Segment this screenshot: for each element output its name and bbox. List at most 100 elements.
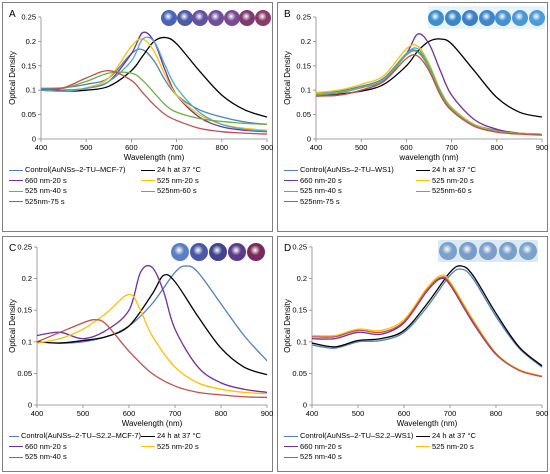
legend-label: 525 nm-40 s	[300, 186, 342, 195]
x-tick-label: 800	[490, 409, 503, 418]
y-tick-label: 0.15	[292, 306, 307, 315]
legend-item: 24 h at 37 °C	[141, 165, 251, 176]
well	[511, 9, 528, 26]
well-plate-photo	[428, 6, 545, 29]
legend-label: 24 h at 37 °C	[157, 431, 201, 440]
series-line-7	[315, 54, 543, 136]
legend-swatch	[141, 180, 155, 182]
legend-swatch	[284, 180, 298, 182]
legend-label: 24 h at 37 °C	[432, 165, 476, 174]
legend-swatch	[9, 190, 23, 192]
x-tick-label: 800	[216, 143, 229, 152]
x-tick-label: 900	[536, 409, 549, 418]
legend-swatch	[9, 435, 19, 437]
panel-label: C	[9, 243, 16, 254]
well	[528, 9, 545, 26]
y-tick-label: 0	[303, 401, 307, 410]
legend: Control(AuNSs–2-TU–WS1) 24 h at 37 °C 660 …	[284, 165, 526, 207]
chart-svg: D 0 0.05 0.1 0.15 0.2 0.25 400 500 600 700 800 900 Wa…	[283, 243, 549, 429]
well	[227, 243, 246, 261]
legend-label: 525 nm-20 s	[432, 175, 474, 185]
series-line-1	[36, 265, 268, 362]
legend-swatch	[284, 446, 298, 448]
x-tick-label: 400	[31, 409, 44, 418]
well-plate-photo	[171, 240, 265, 264]
well	[246, 243, 265, 261]
y-tick-label: 0.15	[296, 61, 311, 70]
legend-swatch	[141, 446, 155, 448]
legend: Control(AuNSs–2-TU–MCF-7) 24 h at 37 °C 66…	[9, 165, 251, 207]
well	[160, 9, 177, 26]
x-tick-label: 600	[125, 143, 138, 152]
well	[208, 9, 224, 26]
legend-item: 525nm-60 s	[141, 186, 251, 197]
legend-label: 525 nm-40 s	[25, 452, 67, 461]
y-axis-label: Optical Density	[283, 299, 292, 353]
legend-item: Control(AuNSs–2-TU–MCF-7)	[9, 165, 141, 176]
y-tick-label: 0.2	[301, 37, 311, 46]
panel-label: B	[284, 9, 291, 20]
series-line-4	[40, 38, 268, 131]
legend-label: 24 h at 37 °C	[432, 431, 476, 440]
series-line-3	[311, 277, 543, 378]
series-line-7	[40, 70, 268, 135]
series-line-6	[40, 71, 268, 126]
legend-label: Control(AuNSs–2-TU–S2.2–WS1)	[300, 431, 414, 440]
legend-label: 660 nm-20 s	[300, 441, 342, 451]
series-line-3	[36, 264, 268, 394]
legend-label: 525nm-60 s	[432, 186, 472, 195]
legend-label: 660 nm-20 s	[25, 441, 67, 451]
x-tick-label: 400	[306, 409, 319, 418]
x-tick-label: 600	[400, 143, 413, 152]
well	[190, 243, 209, 261]
x-tick-label: 800	[491, 143, 504, 152]
legend-label: 660 nm-20 s	[25, 175, 67, 185]
y-tick-label: 0.1	[26, 86, 36, 95]
x-tick-label: 600	[123, 409, 136, 418]
y-tick-label: 0.2	[297, 274, 307, 283]
series-line-5	[36, 319, 268, 399]
legend-item: 525 nm-40 s	[284, 186, 416, 197]
x-tick-label: 900	[536, 143, 549, 152]
legend-label: 525 nm-20 s	[157, 175, 199, 185]
legend-label: Control(AuNSs–2-TU–WS1)	[300, 165, 394, 174]
legend-swatch	[416, 169, 430, 171]
legend-swatch	[9, 446, 23, 448]
y-tick-label: 0.15	[21, 61, 36, 70]
series-line-5	[40, 36, 268, 132]
y-tick-label: 0.2	[22, 274, 32, 283]
well	[478, 9, 495, 26]
panel-a: A 0 0.05 0.1 0.15 0.2 0.25 400 500 600 700 800 900 Wa…	[2, 2, 273, 232]
legend-label: 660 nm-20 s	[300, 175, 342, 185]
well-plate-photo	[438, 240, 538, 262]
series-line-2	[315, 38, 543, 118]
legend-item: 525nm-75 s	[284, 197, 416, 208]
x-tick-label: 700	[170, 143, 183, 152]
legend-swatch	[416, 435, 430, 437]
x-tick-label: 400	[310, 143, 323, 152]
legend-item: Control(AuNSs–2-TU–WS1)	[284, 165, 416, 176]
x-tick-label: 400	[35, 143, 48, 152]
legend-item: 24 h at 37 °C	[416, 431, 526, 442]
legend: Control(AuNSs–2-TU–S2.2–MCF-7) 24 h at 37…	[9, 431, 251, 463]
legend-item: 525 nm-40 s	[284, 452, 416, 463]
legend-item: 525 nm-20 s	[416, 176, 526, 187]
y-tick-label: 0.25	[296, 13, 311, 22]
y-tick-label: 0.05	[21, 110, 36, 119]
panel-b: B 0 0.05 0.1 0.15 0.2 0.25 400 500 600 700 800 900 wa…	[277, 2, 548, 232]
well	[461, 9, 478, 26]
x-axis-label: wavelength (nm)	[398, 153, 458, 162]
y-tick-label: 0.05	[296, 110, 311, 119]
legend-swatch	[284, 201, 298, 203]
legend-item: 24 h at 37 °C	[416, 165, 526, 176]
legend-swatch	[284, 190, 298, 192]
y-tick-label: 0	[28, 401, 32, 410]
legend-swatch	[284, 169, 298, 171]
y-tick-label: 0.25	[17, 243, 32, 252]
y-axis-label: Optical Density	[8, 299, 17, 353]
legend-swatch	[141, 435, 155, 437]
legend-item: Control(AuNSs–2-TU–S2.2–MCF-7)	[9, 431, 141, 442]
series-line-3	[40, 31, 268, 133]
series-line-2	[311, 265, 543, 367]
x-axis-label: Wavelength (nm)	[122, 419, 183, 428]
